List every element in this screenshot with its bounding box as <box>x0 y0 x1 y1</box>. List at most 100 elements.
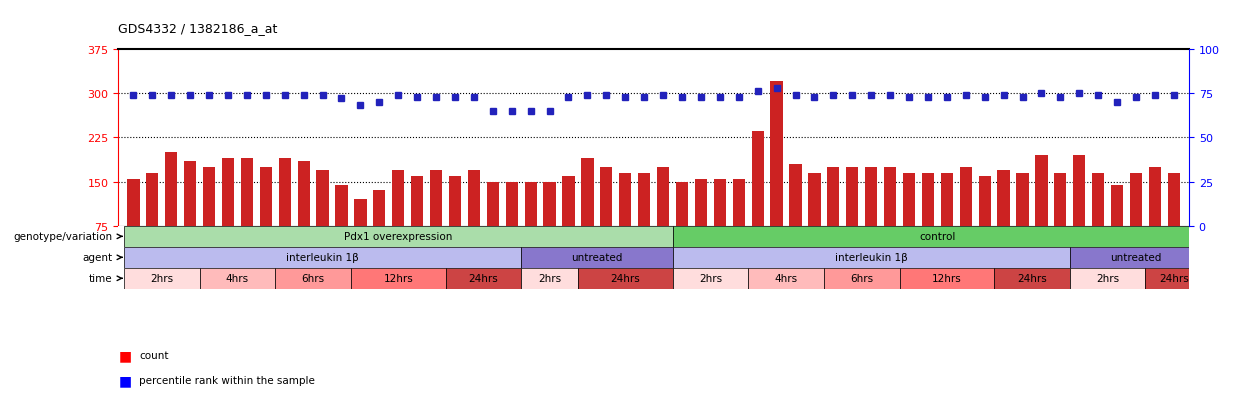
Bar <box>166 153 177 226</box>
Bar <box>298 161 310 226</box>
Bar <box>824 268 900 289</box>
Text: genotype/variation: genotype/variation <box>12 232 112 242</box>
Bar <box>713 179 726 226</box>
Bar <box>146 173 158 226</box>
Bar <box>827 167 839 226</box>
Text: count: count <box>139 350 169 360</box>
Text: untreated: untreated <box>1111 253 1162 263</box>
Bar <box>203 167 215 226</box>
Bar <box>748 268 824 289</box>
Bar <box>240 159 253 226</box>
Bar <box>900 268 994 289</box>
Text: agent: agent <box>82 253 112 263</box>
Text: 24hrs: 24hrs <box>610 274 640 284</box>
Text: 12hrs: 12hrs <box>383 274 413 284</box>
Bar <box>637 173 650 226</box>
Text: time: time <box>88 274 112 284</box>
Bar <box>1130 173 1142 226</box>
Text: 2hrs: 2hrs <box>698 274 722 284</box>
Bar <box>351 268 446 289</box>
Bar <box>657 167 670 226</box>
Bar <box>522 268 578 289</box>
Bar <box>789 164 802 226</box>
Bar <box>124 226 672 247</box>
Bar <box>355 200 366 226</box>
Bar <box>449 176 461 226</box>
Bar <box>1168 173 1180 226</box>
Text: 24hrs: 24hrs <box>468 274 498 284</box>
Text: control: control <box>919 232 956 242</box>
Text: 24hrs: 24hrs <box>1159 274 1189 284</box>
Bar <box>279 159 291 226</box>
Text: GDS4332 / 1382186_a_at: GDS4332 / 1382186_a_at <box>118 22 278 35</box>
Bar <box>600 167 613 226</box>
Bar <box>672 226 1203 247</box>
Bar <box>222 159 234 226</box>
Text: untreated: untreated <box>571 253 622 263</box>
Text: 12hrs: 12hrs <box>933 274 961 284</box>
Text: 2hrs: 2hrs <box>1096 274 1119 284</box>
Bar <box>127 179 139 226</box>
Bar <box>275 268 351 289</box>
Bar <box>903 173 915 226</box>
Bar <box>260 167 271 226</box>
Bar <box>578 268 672 289</box>
Bar <box>941 173 952 226</box>
Bar <box>960 167 972 226</box>
Text: interleukin 1β: interleukin 1β <box>286 253 359 263</box>
Bar <box>1055 173 1067 226</box>
Bar <box>619 173 631 226</box>
Text: Pdx1 overexpression: Pdx1 overexpression <box>344 232 452 242</box>
Text: 6hrs: 6hrs <box>850 274 873 284</box>
Bar <box>676 182 688 226</box>
Bar <box>505 182 518 226</box>
Bar <box>581 159 594 226</box>
Bar <box>1073 156 1086 226</box>
Bar <box>316 170 329 226</box>
Text: ■: ■ <box>118 348 132 362</box>
Bar <box>847 167 858 226</box>
Text: percentile rank within the sample: percentile rank within the sample <box>139 375 315 385</box>
Bar <box>808 173 820 226</box>
Bar <box>411 176 423 226</box>
Bar <box>563 176 575 226</box>
Bar <box>335 185 347 226</box>
Bar <box>124 268 199 289</box>
Bar <box>1092 173 1104 226</box>
Bar <box>392 170 405 226</box>
Bar <box>1036 156 1047 226</box>
Bar <box>979 176 991 226</box>
Bar <box>446 268 522 289</box>
Bar <box>921 173 934 226</box>
Text: interleukin 1β: interleukin 1β <box>835 253 908 263</box>
Bar <box>430 170 442 226</box>
Bar <box>1111 185 1123 226</box>
Bar <box>487 182 499 226</box>
Bar <box>184 161 197 226</box>
Bar <box>994 268 1069 289</box>
Bar <box>374 191 386 226</box>
Text: ■: ■ <box>118 373 132 387</box>
Bar <box>522 247 672 268</box>
Bar <box>672 247 1069 268</box>
Bar <box>1069 247 1203 268</box>
Bar <box>771 82 783 226</box>
Text: 24hrs: 24hrs <box>1017 274 1047 284</box>
Bar <box>752 132 764 226</box>
Bar <box>865 167 878 226</box>
Bar <box>672 268 748 289</box>
Bar <box>1016 173 1028 226</box>
Bar <box>732 179 745 226</box>
Bar <box>124 247 522 268</box>
Text: 4hrs: 4hrs <box>774 274 798 284</box>
Bar <box>524 182 537 226</box>
Text: 2hrs: 2hrs <box>538 274 561 284</box>
Bar <box>1145 268 1203 289</box>
Text: 4hrs: 4hrs <box>225 274 249 284</box>
Bar <box>1149 167 1162 226</box>
Bar <box>199 268 275 289</box>
Bar <box>884 167 896 226</box>
Bar <box>695 179 707 226</box>
Bar <box>543 182 555 226</box>
Bar <box>1069 268 1145 289</box>
